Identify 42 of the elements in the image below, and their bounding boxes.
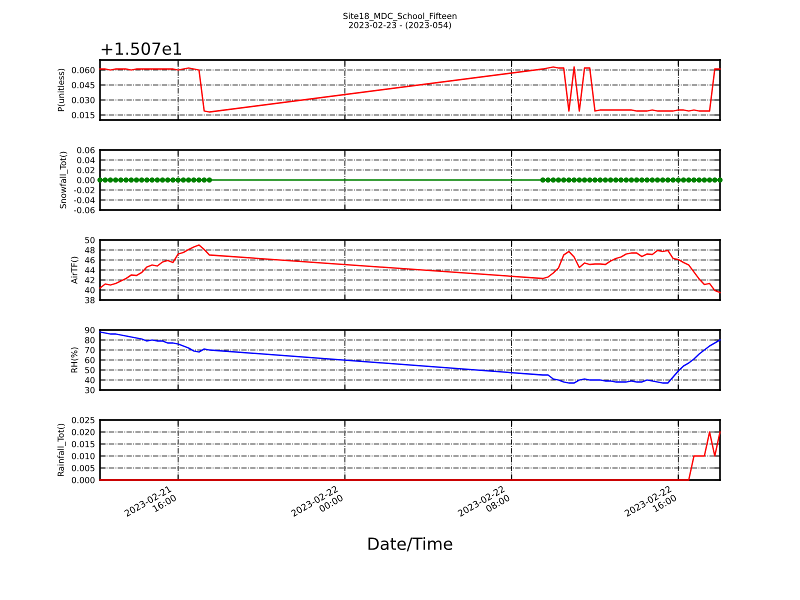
y-tick-label: 0.04 [77,156,95,164]
y-tick-label: 48 [84,246,95,254]
y-tick-label: 80 [85,336,95,344]
line-series [99,244,721,294]
y-tick-label: 0.060 [72,66,95,74]
y-tick-label: 0.00 [77,176,95,184]
chart-subtitle: 2023-02-23 - (2023-054) [348,22,451,30]
y-tick-label: 0.020 [72,428,95,436]
y-tick-label: 44 [84,267,95,274]
y-tick-label: 0.000 [72,476,95,484]
x-axis-title: Date/Time [368,537,452,552]
line-series [99,66,721,113]
y-tick-label: 0.06 [77,146,95,154]
y-tick-label: 0.015 [72,440,94,448]
y-tick-label: 46 [84,256,95,264]
y-axis-title: RH(%) [70,347,78,372]
y-tick-label: 0.030 [72,96,95,104]
y-tick-label: 0.02 [77,166,94,174]
text: +1.507e1 [102,42,181,55]
y-tick-label: 90 [85,326,95,334]
y-tick-label: 50 [85,236,95,244]
y-tick-label: 0.010 [72,452,95,460]
y-tick-label: -0.02 [74,186,94,194]
y-tick-label: -0.06 [74,206,95,214]
y-tick-label: 0.005 [72,464,94,472]
y-tick-label: 42 [84,276,94,284]
y-tick-label: 0.025 [72,416,94,424]
y-tick-label: 50 [85,366,95,374]
y-tick-label: 40 [84,286,95,294]
y-tick-label: 38 [85,296,95,304]
y-tick-label: 0.045 [72,82,94,88]
chart-title: Site18_MDC_School_Fifteen [343,12,456,21]
y-axis-title: Snowfall_Tot() [60,152,68,208]
y-axis-title: Rainfall_Tot() [57,424,66,476]
y-tick-label: 40 [84,376,95,384]
y-axis-title: AirTF() [70,256,78,284]
y-tick-label: 30 [85,386,95,394]
y-tick-label: -0.04 [74,196,95,204]
y-axis-title: P(unitless) [58,68,66,112]
y-tick-label: 70 [85,346,95,354]
y-tick-label: 60 [85,356,95,364]
y-tick-label: 0.015 [72,112,94,118]
